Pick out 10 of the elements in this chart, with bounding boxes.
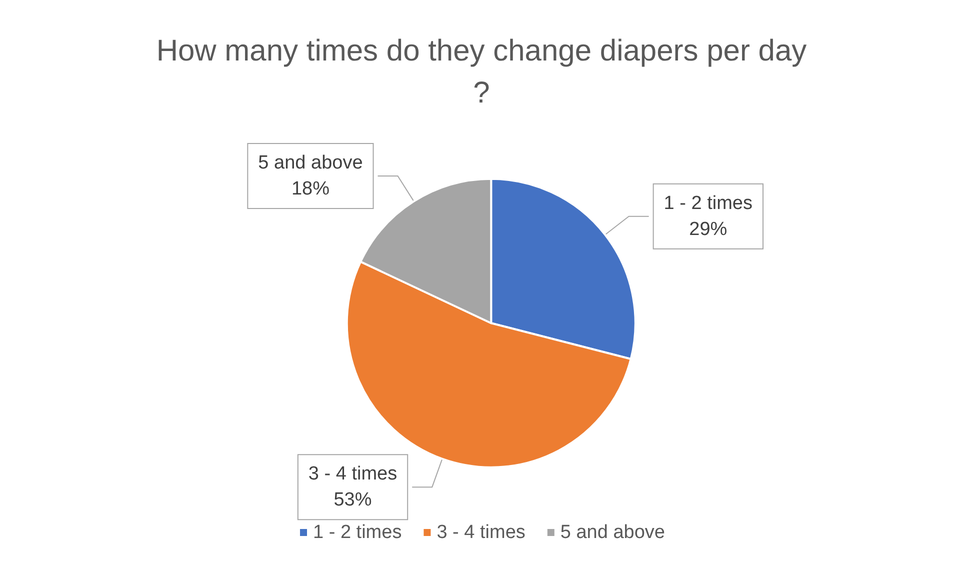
legend-label: 1 - 2 times [313,522,402,543]
legend-label: 5 and above [560,522,665,543]
data-label: 18% [291,178,330,200]
slice-label: 1 - 2 times [664,192,753,214]
slice-label: 3 - 4 times [308,464,398,485]
data-label: 53% [334,490,372,511]
chart-title: How many times do they change diapers per day? [156,34,807,110]
data-label: 29% [689,218,728,240]
legend-label: 3 - 4 times [436,522,526,543]
slice-label: 5 and above [258,152,363,174]
